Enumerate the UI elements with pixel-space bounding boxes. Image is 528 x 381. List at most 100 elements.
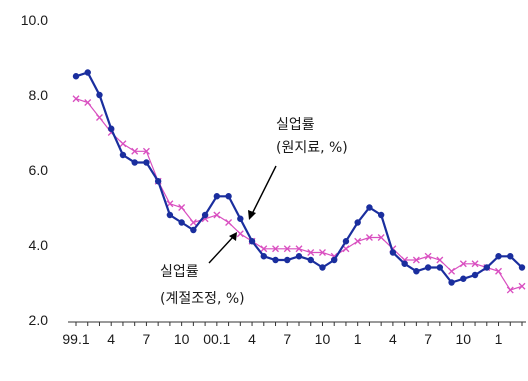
x-tick-label: 99.1 [62, 331, 89, 347]
data-point-adjusted [225, 219, 233, 226]
data-point-raw [84, 69, 91, 76]
annotation-raw-line1: 실업률 [276, 117, 315, 133]
data-point-adjusted [354, 237, 362, 245]
data-point-raw [284, 256, 291, 264]
data-point-raw [178, 219, 185, 226]
data-point-raw [319, 264, 326, 271]
data-point-adjusted [377, 234, 385, 241]
annotation-adjusted-line2: (계절조정, %) [160, 291, 245, 307]
series-line-raw [75, 71, 523, 284]
y-tick-label: 4.0 [29, 237, 49, 253]
annotation-raw-line2: (원지료, %) [276, 140, 348, 156]
data-point-raw [307, 256, 314, 264]
data-point-raw [401, 260, 408, 267]
data-point-raw [72, 73, 80, 80]
data-point-raw [518, 264, 526, 271]
data-point-adjusted [448, 267, 456, 275]
data-point-adjusted [295, 245, 303, 253]
data-point-raw [460, 275, 467, 282]
data-point-raw [471, 271, 479, 279]
x-axis: 99.1 4 7 10 00.1 4 7 10 1 4 7 10 1 [62, 321, 526, 347]
annotation-adjusted-line1: 실업률 [160, 264, 199, 280]
data-point-adjusted [342, 245, 350, 253]
y-axis-ticks: 10.0 8.0 6.0 4.0 2.0 [21, 12, 48, 328]
x-tick-label: 10 [315, 331, 331, 347]
data-point-raw [483, 264, 490, 271]
data-point-raw [331, 256, 338, 264]
data-point-adjusted [142, 147, 150, 155]
y-tick-label: 6.0 [29, 162, 49, 178]
data-point-adjusted [459, 260, 467, 268]
data-point-raw [366, 204, 373, 211]
data-point-adjusted [424, 252, 432, 260]
x-tick-label: 00.1 [203, 331, 230, 347]
data-point-adjusted [436, 256, 444, 264]
annotation-raw-arrowhead [248, 210, 256, 220]
data-point-raw [389, 249, 397, 256]
data-point-adjusted [307, 249, 315, 256]
data-point-adjusted [518, 282, 526, 290]
annotation-raw-arrow [251, 165, 277, 215]
data-point-adjusted [319, 249, 326, 256]
data-point-adjusted [96, 114, 103, 121]
data-point-raw [295, 253, 303, 260]
data-point-raw [377, 211, 385, 219]
x-tick-label: 4 [248, 331, 256, 347]
data-point-adjusted [412, 256, 420, 264]
data-point-raw [108, 125, 115, 132]
data-point-adjusted [283, 245, 291, 253]
x-tick-label: 1 [354, 331, 362, 347]
y-tick-label: 8.0 [29, 87, 49, 103]
data-point-raw [143, 159, 150, 166]
data-point-adjusted [495, 267, 502, 275]
data-point-adjusted [213, 211, 221, 219]
data-point-adjusted [84, 99, 92, 106]
data-point-adjusted [131, 147, 139, 155]
data-point-raw [201, 211, 209, 219]
data-point-adjusted [365, 234, 373, 241]
data-point-raw [260, 253, 267, 260]
x-tick-label: 4 [389, 331, 397, 347]
data-point-adjusted [236, 230, 244, 238]
data-point-adjusted [119, 140, 127, 148]
data-point-raw [248, 238, 256, 245]
data-point-raw [272, 256, 279, 264]
data-point-raw [190, 226, 197, 234]
x-tick-label: 7 [283, 331, 291, 347]
data-point-adjusted [272, 245, 279, 253]
x-tick-label: 7 [143, 331, 151, 347]
data-point-adjusted [506, 286, 514, 294]
data-point-raw [436, 264, 444, 271]
data-point-raw [225, 193, 232, 200]
data-point-raw [166, 211, 174, 219]
data-point-raw [96, 91, 103, 99]
y-tick-label: 10.0 [21, 12, 48, 28]
annotation-adjusted: 실업률 (계절조정, %) [160, 232, 245, 307]
data-point-raw [448, 279, 455, 286]
data-point-adjusted [189, 219, 197, 226]
x-tick-label: 10 [456, 331, 472, 347]
data-point-raw [354, 219, 361, 226]
x-tick-label: 7 [424, 331, 432, 347]
data-point-adjusted [178, 204, 186, 211]
annotation-raw: 실업률 (원지료, %) [248, 117, 348, 220]
x-tick-label: 10 [174, 331, 190, 347]
data-point-raw [507, 253, 514, 260]
x-tick-label: 4 [107, 331, 115, 347]
y-tick-label: 2.0 [29, 312, 49, 328]
data-point-raw [413, 268, 420, 275]
data-point-raw [495, 253, 502, 260]
data-point-raw [237, 215, 244, 222]
data-point-adjusted [260, 245, 268, 253]
data-point-raw [131, 159, 138, 166]
x-tick-label: 1 [495, 331, 503, 347]
data-point-raw [154, 178, 162, 185]
annotation-adjusted-arrow [208, 236, 234, 264]
data-point-raw [119, 151, 127, 159]
data-point-raw [213, 193, 221, 200]
data-point-adjusted [471, 260, 479, 268]
data-point-adjusted [72, 95, 80, 103]
series-layer [72, 69, 526, 294]
data-point-raw [342, 238, 350, 245]
